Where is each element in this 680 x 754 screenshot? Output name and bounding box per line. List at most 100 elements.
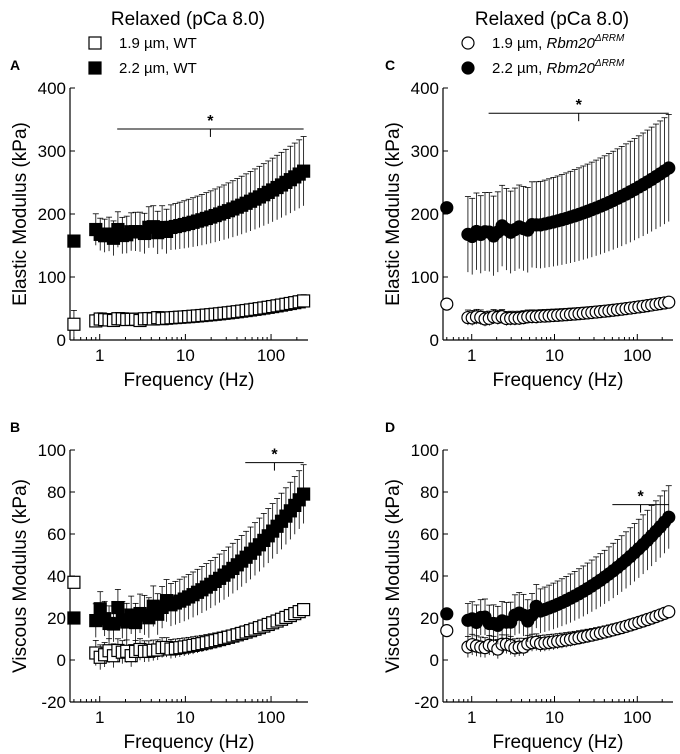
legend-item: 2.2 µm, Rbm20ΔRRM bbox=[461, 58, 625, 77]
y-tick-label: 100 bbox=[38, 441, 66, 460]
legend-text: 2.2 µm, WT bbox=[119, 60, 197, 77]
data-point bbox=[67, 611, 81, 625]
data-point bbox=[297, 164, 311, 178]
data-point bbox=[440, 297, 454, 311]
panel-d: D -20 0 20 40 60 80 100 1 10 100 Frequency (Hz) Visc… bbox=[383, 419, 676, 753]
y-tick-label: 40 bbox=[420, 567, 439, 586]
data-point bbox=[662, 510, 676, 524]
y-axis-label: Viscous Modulus (kPa) bbox=[10, 479, 31, 673]
x-tick-label: 100 bbox=[623, 346, 651, 365]
panel-label: A bbox=[10, 57, 20, 73]
x-tick-label: 100 bbox=[257, 708, 285, 727]
series-0 bbox=[67, 294, 311, 339]
x-tick-label: 10 bbox=[545, 346, 564, 365]
y-tick-label: 100 bbox=[38, 268, 66, 287]
y-tick-label: 400 bbox=[411, 79, 439, 98]
y-axis-label: Viscous Modulus (kPa) bbox=[383, 479, 404, 673]
series-1 bbox=[67, 136, 311, 256]
significance-star: * bbox=[271, 447, 278, 464]
series-1 bbox=[440, 485, 676, 645]
significance-star: * bbox=[207, 113, 214, 130]
panel-label: C bbox=[385, 57, 395, 73]
y-tick-label: 400 bbox=[38, 79, 66, 98]
legend-text: 1.9 µm, WT bbox=[119, 35, 197, 52]
x-tick-label: 10 bbox=[176, 708, 195, 727]
significance-star: * bbox=[637, 489, 644, 506]
y-tick-label: 0 bbox=[430, 651, 439, 670]
series-1 bbox=[67, 464, 311, 642]
panel-label: B bbox=[10, 419, 20, 435]
y-tick-label: 0 bbox=[57, 651, 66, 670]
legend-marker bbox=[88, 61, 102, 75]
legend-marker bbox=[461, 36, 475, 50]
legend-gene: Rbm20 bbox=[547, 35, 596, 52]
legend-item: 1.9 µm, WT bbox=[88, 35, 197, 52]
y-tick-label: 0 bbox=[430, 331, 439, 350]
data-point bbox=[67, 234, 81, 248]
series-0 bbox=[440, 295, 676, 327]
data-point bbox=[67, 575, 81, 589]
x-axis-label: Frequency (Hz) bbox=[124, 370, 255, 391]
y-tick-label: 20 bbox=[420, 609, 439, 628]
panel-label: D bbox=[385, 419, 395, 435]
series-0 bbox=[67, 575, 311, 670]
data-point bbox=[297, 487, 311, 501]
x-tick-label: 10 bbox=[176, 346, 195, 365]
data-point bbox=[662, 605, 676, 619]
legend-superscript: ΔRRM bbox=[594, 33, 625, 44]
y-tick-label: -20 bbox=[41, 693, 66, 712]
legend-gene: Rbm20 bbox=[547, 60, 596, 77]
legend-label: 1.9 µm, Rbm20ΔRRM bbox=[492, 33, 625, 52]
y-tick-label: 20 bbox=[47, 609, 66, 628]
x-axis-label: Frequency (Hz) bbox=[124, 732, 255, 753]
data-point bbox=[662, 295, 676, 309]
data-point bbox=[440, 201, 454, 215]
y-tick-label: 80 bbox=[420, 483, 439, 502]
left-column-title: Relaxed (pCa 8.0) bbox=[111, 9, 265, 30]
legend-text: 1.9 µm, bbox=[492, 35, 547, 52]
y-tick-label: 200 bbox=[38, 205, 66, 224]
y-axis-label: Elastic Modulus (kPa) bbox=[10, 122, 31, 306]
y-tick-label: 100 bbox=[411, 441, 439, 460]
legend-label: 2.2 µm, WT bbox=[119, 60, 197, 77]
y-tick-label: 60 bbox=[420, 525, 439, 544]
x-tick-label: 10 bbox=[545, 708, 564, 727]
y-tick-label: -20 bbox=[414, 693, 439, 712]
y-tick-label: 40 bbox=[47, 567, 66, 586]
x-tick-label: 100 bbox=[257, 346, 285, 365]
legend-text: 2.2 µm, bbox=[492, 60, 547, 77]
significance-star: * bbox=[576, 97, 583, 114]
data-point bbox=[440, 607, 454, 621]
x-tick-label: 1 bbox=[467, 346, 476, 365]
x-axis-label: Frequency (Hz) bbox=[493, 370, 624, 391]
x-tick-label: 1 bbox=[95, 346, 104, 365]
data-point bbox=[297, 294, 311, 308]
data-point bbox=[67, 317, 81, 331]
series-1 bbox=[440, 114, 676, 276]
x-tick-label: 1 bbox=[95, 708, 104, 727]
legend-label: 2.2 µm, Rbm20ΔRRM bbox=[492, 58, 625, 77]
panel-c: C 0 100 200 300 400 1 10 100 Frequency (Hz) Elasti… bbox=[383, 33, 676, 391]
legend-superscript: ΔRRM bbox=[594, 58, 625, 69]
series-0 bbox=[440, 605, 676, 659]
right-column-title: Relaxed (pCa 8.0) bbox=[475, 9, 629, 30]
y-tick-label: 60 bbox=[47, 525, 66, 544]
y-tick-label: 80 bbox=[47, 483, 66, 502]
y-tick-label: 0 bbox=[57, 331, 66, 350]
legend-marker bbox=[461, 61, 475, 75]
legend-marker bbox=[88, 36, 102, 50]
data-point bbox=[662, 161, 676, 175]
y-tick-label: 200 bbox=[411, 205, 439, 224]
legend-item: 1.9 µm, Rbm20ΔRRM bbox=[461, 33, 625, 52]
y-tick-label: 100 bbox=[411, 268, 439, 287]
y-tick-label: 300 bbox=[38, 142, 66, 161]
legend-label: 1.9 µm, WT bbox=[119, 35, 197, 52]
x-axis-label: Frequency (Hz) bbox=[493, 732, 624, 753]
y-tick-label: 300 bbox=[411, 142, 439, 161]
legend-item: 2.2 µm, WT bbox=[88, 60, 197, 77]
y-axis-label: Elastic Modulus (kPa) bbox=[383, 122, 404, 306]
x-tick-label: 100 bbox=[623, 708, 651, 727]
data-point bbox=[440, 623, 454, 638]
